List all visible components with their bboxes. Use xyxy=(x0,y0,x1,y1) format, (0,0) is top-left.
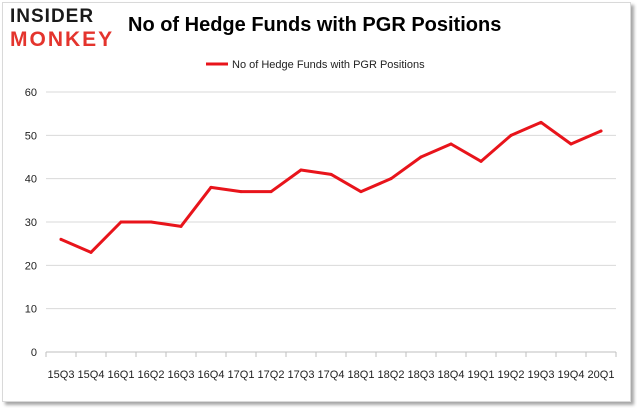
data-point xyxy=(479,159,483,163)
x-tick-label: 19Q3 xyxy=(528,369,555,381)
x-tick-label: 16Q4 xyxy=(198,369,225,381)
logo-top-text: INSIDER xyxy=(10,6,95,27)
data-point xyxy=(209,185,213,189)
y-tick-label: 40 xyxy=(25,174,37,186)
data-point xyxy=(329,172,333,176)
x-tick-label: 16Q2 xyxy=(138,369,165,381)
data-point xyxy=(59,237,63,241)
x-tick-label: 18Q1 xyxy=(348,369,375,381)
y-tick-label: 20 xyxy=(25,260,37,272)
data-point xyxy=(359,190,363,194)
data-point xyxy=(569,142,573,146)
x-tick-label: 19Q4 xyxy=(558,369,585,381)
data-point xyxy=(449,142,453,146)
y-axis-ticks: 0 10 20 30 40 50 60 xyxy=(25,87,37,359)
x-tick-label: 15Q3 xyxy=(48,369,75,381)
x-tick-label: 18Q4 xyxy=(438,369,465,381)
legend-label: No of Hedge Funds with PGR Positions xyxy=(232,59,425,71)
series-line xyxy=(59,120,603,254)
data-point xyxy=(119,220,123,224)
x-tick-label: 15Q4 xyxy=(78,369,105,381)
insider-monkey-logo: INSIDER MONKEY xyxy=(10,6,118,54)
x-axis xyxy=(45,351,617,357)
data-point xyxy=(149,220,153,224)
x-tick-label: 18Q2 xyxy=(378,369,405,381)
x-tick-label: 17Q4 xyxy=(318,369,345,381)
x-tick-label: 16Q1 xyxy=(108,369,135,381)
y-tick-label: 60 xyxy=(25,87,37,99)
x-tick-label: 19Q1 xyxy=(468,369,495,381)
x-tick-label: 17Q2 xyxy=(258,369,285,381)
data-point xyxy=(179,224,183,228)
y-tick-label: 50 xyxy=(25,130,37,142)
x-tick-label: 17Q3 xyxy=(288,369,315,381)
data-point xyxy=(89,250,93,254)
logo-bottom-text: MONKEY xyxy=(10,28,115,51)
data-point xyxy=(419,155,423,159)
data-point xyxy=(269,190,273,194)
legend: No of Hedge Funds with PGR Positions xyxy=(206,59,425,71)
data-point xyxy=(539,120,543,124)
chart-title: No of Hedge Funds with PGR Positions xyxy=(128,14,502,36)
data-point xyxy=(599,129,603,133)
y-tick-label: 0 xyxy=(31,347,37,359)
data-point xyxy=(509,133,513,137)
y-tick-label: 10 xyxy=(25,304,37,316)
data-point xyxy=(239,190,243,194)
chart-frame xyxy=(2,2,631,402)
x-axis-ticks: 15Q3 15Q4 16Q1 16Q2 16Q3 16Q4 17Q1 17Q2 17Q3 17Q4… xyxy=(48,369,615,381)
x-tick-label: 18Q3 xyxy=(408,369,435,381)
data-point xyxy=(389,177,393,181)
y-tick-label: 30 xyxy=(25,217,37,229)
x-tick-label: 19Q2 xyxy=(498,369,525,381)
series-layer xyxy=(59,120,603,254)
data-point xyxy=(299,168,303,172)
x-tick-label: 17Q1 xyxy=(228,369,255,381)
grid-lines xyxy=(46,91,616,310)
x-tick-label: 16Q3 xyxy=(168,369,195,381)
x-tick-label: 20Q1 xyxy=(588,369,615,381)
